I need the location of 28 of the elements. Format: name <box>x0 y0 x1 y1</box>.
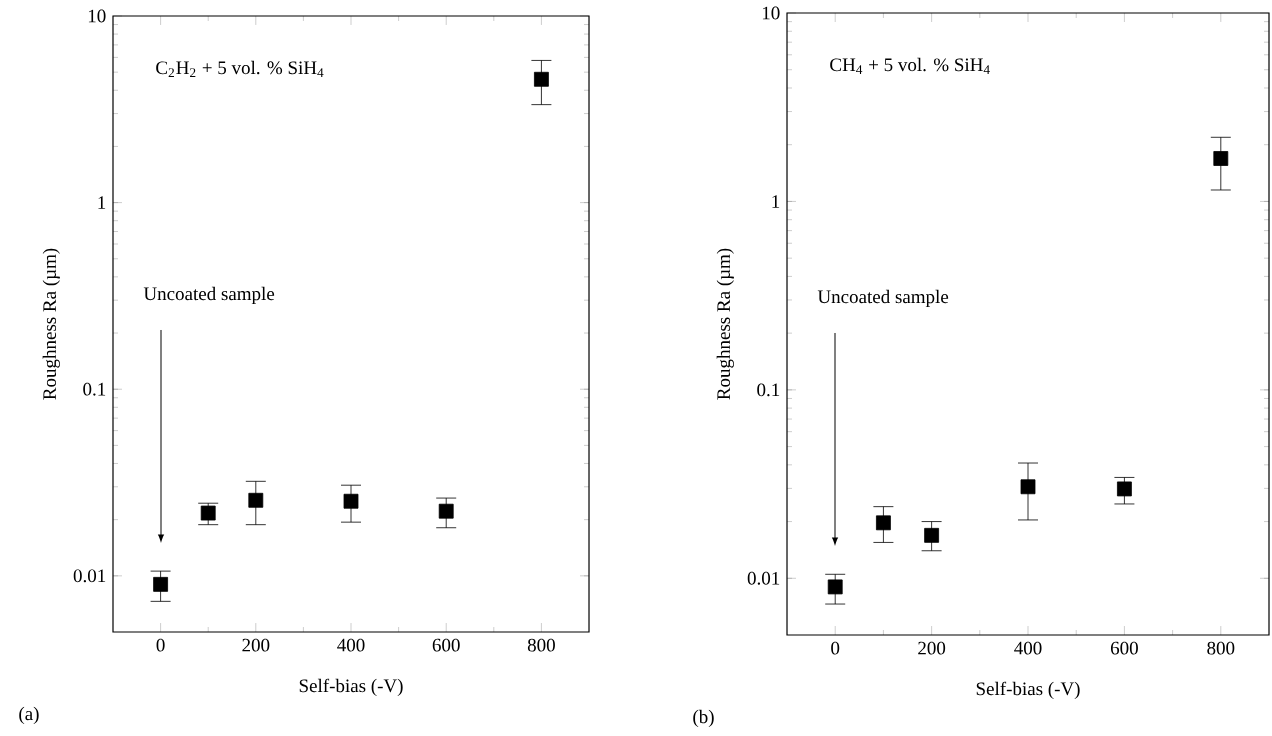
y-tick-label: 0.01 <box>747 571 780 585</box>
x-axis-title: Self-bias (-V) <box>976 681 1080 700</box>
annotation: Uncoated sample <box>143 286 275 305</box>
x-tick-label: 400 <box>1014 641 1042 655</box>
x-tick-label: 0 <box>156 638 165 652</box>
x-tick-label: 800 <box>1207 641 1235 655</box>
y-tick-label: 0.1 <box>83 382 106 396</box>
text: (b) <box>693 709 714 728</box>
y-axis-title: Roughness Ra (µm) <box>716 248 734 400</box>
x-tick-label: 600 <box>432 638 460 652</box>
annotation: CH$_{4}$ + 5 vol. % SiH$_{4}$ <box>830 57 990 74</box>
text: (a) <box>19 706 39 725</box>
x-tick-label: 600 <box>1110 641 1138 655</box>
annotation: Uncoated sample <box>817 289 949 308</box>
annotation: C$_{2}$H$_{2}$ + 5 vol. % SiH$_{4}$ <box>156 60 324 77</box>
y-tick-label: 10 <box>762 6 780 20</box>
y-tick-label: 1 <box>98 196 106 209</box>
x-tick-label: 200 <box>242 638 270 652</box>
y-tick-label: 10 <box>88 9 106 23</box>
x-axis-title: Self-bias (-V) <box>299 678 403 697</box>
x-tick-label: 800 <box>527 638 555 652</box>
y-tick-label: 0.01 <box>73 569 106 583</box>
y-tick-label: 0.1 <box>757 383 780 397</box>
y-tick-label: 1 <box>772 195 780 208</box>
x-tick-label: 200 <box>918 641 946 655</box>
x-tick-label: 0 <box>831 641 840 655</box>
y-axis-title: Roughness Ra (µm) <box>42 248 60 400</box>
x-tick-label: 400 <box>337 638 365 652</box>
